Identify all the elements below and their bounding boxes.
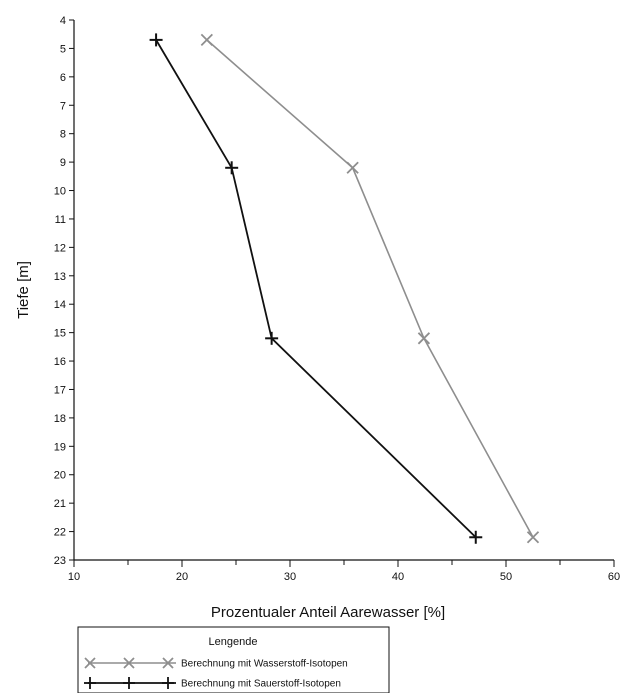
legend-item-1-marker-1-stroke-b	[84, 657, 96, 669]
y-tick-label-21: 21	[54, 498, 66, 510]
x-tick-label-60: 60	[608, 571, 620, 583]
x-axis-title: Prozentualer Anteil Aarewasser [%]	[211, 604, 445, 621]
legend-item-2-label: Berechnung mit Sauerstoff-Isotopen	[181, 679, 341, 690]
legend-title: Lengende	[209, 636, 258, 648]
series-1-point-3	[417, 332, 431, 345]
y-tick-label-11: 11	[55, 214, 66, 226]
x-tick-label-20: 20	[176, 571, 188, 583]
series-1-point-2	[346, 161, 359, 174]
y-tick-label-23: 23	[54, 555, 66, 567]
series-1	[200, 33, 540, 544]
y-tick-label-8: 8	[60, 129, 66, 141]
y-tick-label-14: 14	[54, 299, 66, 311]
series-1-point-1-stroke-b	[200, 33, 213, 47]
legend-item-1: Berechnung mit Wasserstoff-Isotopen	[84, 657, 348, 670]
series-2-line	[155, 39, 477, 538]
y-tick-label-19: 19	[54, 441, 66, 453]
y-tick-label-4: 4	[60, 15, 66, 27]
legend: Lengende Berechnung mit Wasserstoff-Isoto…	[77, 626, 390, 693]
series-1-point-3-stroke-b	[417, 332, 431, 345]
series-2	[149, 33, 483, 544]
legend-item-2-marker-3	[162, 677, 174, 689]
legend-item-1-marker-2-stroke-b	[123, 657, 135, 669]
legend-item-1-marker-3	[162, 657, 174, 669]
y-tick-label-20: 20	[54, 470, 66, 482]
legend-item-1-label: Berechnung mit Wasserstoff-Isotopen	[181, 659, 348, 670]
series-layer	[149, 33, 540, 544]
x-tick-label-40: 40	[392, 571, 404, 583]
y-tick-label-10: 10	[54, 186, 66, 198]
series-1-line	[206, 39, 534, 538]
y-tick-label-18: 18	[54, 413, 66, 425]
y-tick-label-7: 7	[60, 100, 66, 112]
series-1-point-2-stroke-b	[346, 161, 359, 174]
x-tick-label-50: 50	[500, 571, 512, 583]
y-tick-label-16: 16	[54, 356, 66, 368]
y-ticks: 4 5 6 7 8 9 10 11 12 13 14 15 16 17 18 19 20 21 22 23	[54, 15, 74, 567]
legend-item-2-marker-1	[84, 677, 96, 689]
series-1-point-4	[526, 531, 540, 544]
series-2-point-1	[149, 33, 163, 47]
legend-item-1-marker-3-stroke-b	[162, 657, 174, 669]
series-2-point-2	[225, 161, 239, 175]
legend-item-1-marker-1	[84, 657, 96, 669]
series-1-point-4-stroke-b	[526, 531, 540, 544]
x-tick-label-10: 10	[68, 571, 80, 583]
y-tick-label-22: 22	[54, 527, 66, 539]
y-tick-label-9: 9	[60, 157, 66, 169]
x-tick-label-30: 30	[284, 571, 296, 583]
series-2-point-3	[265, 331, 279, 345]
y-tick-label-6: 6	[60, 72, 66, 84]
y-tick-label-17: 17	[54, 384, 66, 396]
x-ticks: 10 20 30 40 50 60	[68, 560, 620, 583]
series-2-point-4	[469, 530, 483, 544]
legend-item-1-marker-2	[123, 657, 135, 669]
legend-item-2-marker-2	[123, 677, 135, 689]
y-tick-label-5: 5	[60, 43, 66, 55]
series-1-point-1	[200, 33, 213, 47]
y-tick-label-12: 12	[54, 242, 66, 254]
y-tick-label-15: 15	[54, 328, 66, 340]
y-tick-label-13: 13	[54, 271, 66, 283]
y-axis-title: Tiefe [m]	[15, 261, 32, 319]
legend-item-2: Berechnung mit Sauerstoff-Isotopen	[84, 677, 341, 690]
